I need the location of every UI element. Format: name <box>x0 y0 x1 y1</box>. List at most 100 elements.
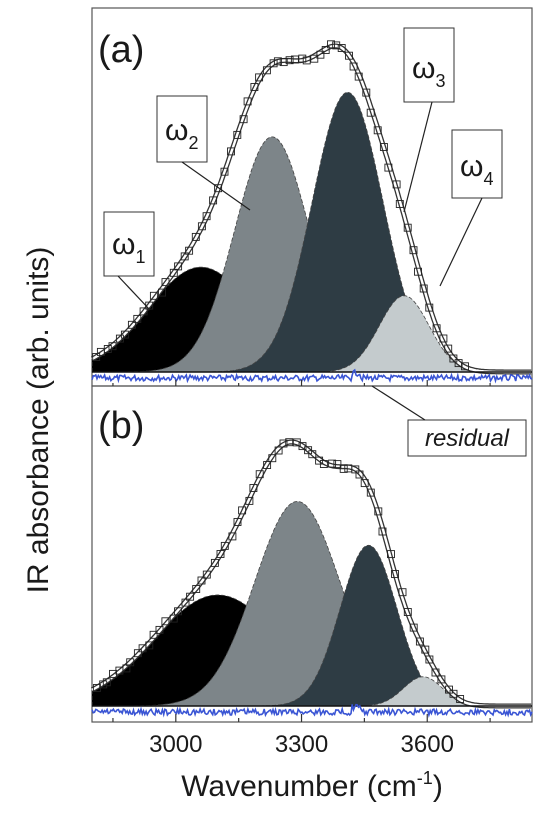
panel-0-data-point <box>185 246 194 255</box>
panel-1-data-point <box>181 598 190 607</box>
panel-0-data-point <box>273 57 282 66</box>
panel-1-data-point <box>186 592 195 601</box>
panel-0-data-point <box>419 284 428 293</box>
panel-1-data-point <box>238 506 247 515</box>
panel-1-data-point <box>255 470 264 479</box>
panel-1-component-1-area <box>91 594 532 707</box>
panel-1-data-point <box>274 446 283 455</box>
panel-1-data-point <box>445 685 453 694</box>
panel-1-data-point <box>216 550 225 558</box>
panel-0-data-point <box>432 324 441 333</box>
panel-0-data-point <box>298 54 307 63</box>
panel-1-data-point <box>421 645 430 654</box>
panel-1-data-point <box>351 465 360 474</box>
panel-1-data-point <box>249 484 258 492</box>
panel-0-data-point <box>103 345 112 353</box>
panel-0-residual-line <box>91 368 533 384</box>
panel-0-data-point <box>262 66 271 75</box>
panel-0-data-point <box>158 288 166 297</box>
panel-1-data-point <box>456 695 465 703</box>
panel-1-data-point <box>374 507 383 516</box>
panel-0-data-point <box>384 163 393 172</box>
panel-0-data-point <box>214 184 223 193</box>
panel-1-data-point <box>308 450 317 459</box>
panel-0-data-point <box>310 54 319 63</box>
panel-1-data-point <box>228 532 237 541</box>
panel-0-data-point <box>197 222 206 231</box>
panel-0-data-point <box>92 353 101 361</box>
svg-text:ω4: ω4 <box>460 150 493 189</box>
panel-0-data-point <box>349 62 358 71</box>
panel-1-data-point <box>378 527 387 536</box>
omega3-label: ω3 <box>403 27 455 213</box>
panel-b-label: (b) <box>98 405 144 447</box>
panel-1-data-point <box>355 470 364 479</box>
panel-0-data-point <box>354 72 363 81</box>
panel-1-data-point <box>197 576 206 585</box>
panel-0-data-point <box>250 83 259 91</box>
panel-1-data-point <box>233 518 242 526</box>
panel-1-data-point <box>285 438 294 447</box>
panel-0-data-point <box>108 342 117 351</box>
panel-1-data-point <box>366 488 375 497</box>
panel-a-plot-area <box>90 40 533 384</box>
panel-0-data-point <box>233 130 242 139</box>
panel-0-data-point <box>209 196 218 205</box>
panel-0-data-point <box>302 56 311 65</box>
panel-1-data-point <box>161 617 170 626</box>
panel-0-data-point <box>461 362 469 371</box>
panel-1-data-point <box>202 570 211 579</box>
panel-0-envelope-fit <box>91 44 532 374</box>
panel-0-data-point <box>425 303 434 312</box>
residual-annotation: residual <box>371 385 527 457</box>
panel-1-data-point <box>149 630 158 639</box>
panel-1-data-point <box>245 496 254 505</box>
panel-0-data-point <box>169 268 178 277</box>
x-axis: 3000 3300 3600 <box>112 380 491 758</box>
panel-1-residual-line <box>91 703 533 718</box>
panel-0-data-point <box>373 126 382 135</box>
panel-0-data-point <box>243 97 252 106</box>
panel-0-data-point <box>227 147 235 156</box>
panel-0-data-point <box>269 59 278 68</box>
x-axis-label: Wavenumber (cm-1) <box>181 768 443 803</box>
panel-1-data-point <box>268 454 277 463</box>
panel-1-data-point <box>437 675 446 684</box>
panel-b-plot-area <box>90 438 533 718</box>
panel-0-data-point <box>316 50 325 59</box>
panel-0-data-point <box>279 58 288 67</box>
panel-1-data-point <box>391 570 399 578</box>
panel-1-data-point <box>155 625 164 634</box>
panel-0-data-point <box>321 46 330 54</box>
panel-1-data-point <box>304 446 313 455</box>
panel-0-data-point <box>255 73 264 82</box>
omega1-label: ω1 <box>103 211 155 311</box>
panel-0-data-point <box>439 334 448 343</box>
panel-0-data-point <box>337 44 346 52</box>
panel-0-data-point <box>403 223 412 232</box>
panel-0-data-point <box>174 262 183 271</box>
panel-a: (a) ω1 ω2 ω3 ω4 <box>90 7 533 387</box>
panel-1-data-point <box>425 655 434 664</box>
svg-text:ω3: ω3 <box>412 52 445 91</box>
panel-1-data-point <box>192 585 201 593</box>
panel-1-data-point <box>102 678 111 687</box>
panel-0-data-point <box>220 167 229 176</box>
omega4-label: ω4 <box>439 129 503 287</box>
panel-0-data-point <box>191 232 200 241</box>
panel-0-data-point <box>449 354 458 363</box>
panel-1-data-point <box>279 439 288 448</box>
panel-1-data-point <box>145 641 154 650</box>
panel-0-data-point <box>395 200 404 208</box>
panel-0-data-point <box>120 330 129 339</box>
panel-0-data-point <box>202 212 211 221</box>
panel-0-data-point <box>285 56 294 65</box>
panel-1-data-point <box>263 461 272 469</box>
panel-1-data-point <box>409 623 418 632</box>
panel-1-data-point <box>360 479 369 488</box>
panel-0-data-point <box>362 88 371 97</box>
panel-0-data-point <box>392 180 401 189</box>
panel-b: (b) <box>90 385 533 723</box>
panel-1-data-point <box>403 608 412 616</box>
